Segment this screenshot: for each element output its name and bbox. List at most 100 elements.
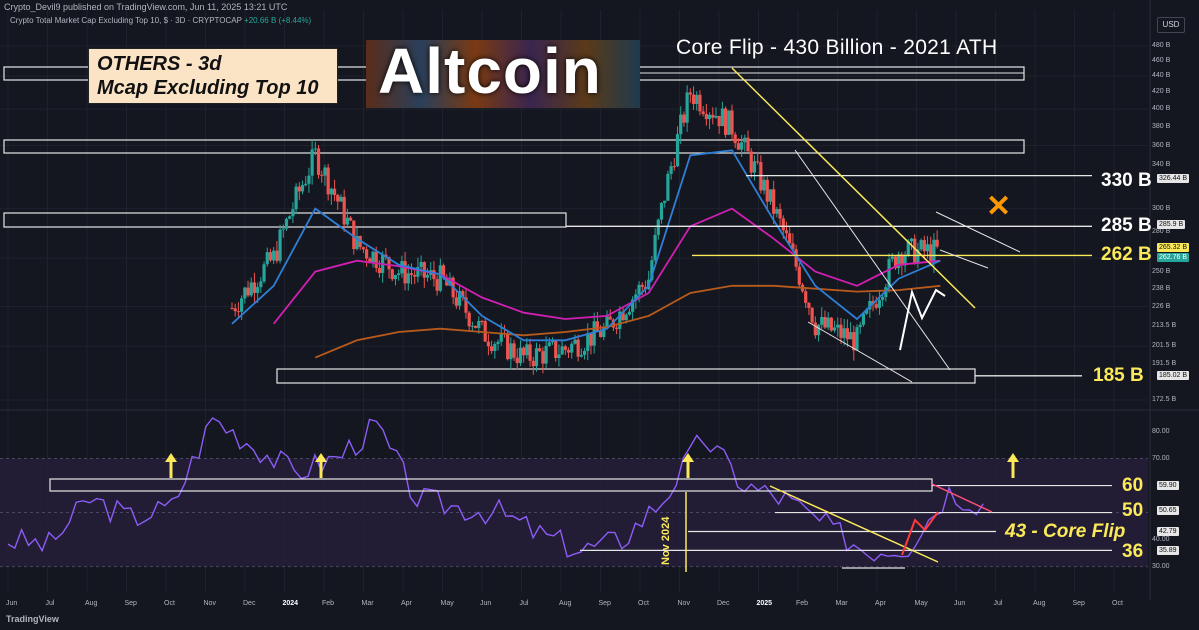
price-tick: 238 B [1152,284,1171,292]
price-tag: 262.76 B [1157,253,1190,263]
level-185-label: 185 B [1093,365,1144,386]
rsi-tick: 30.00 [1152,562,1170,570]
candle [509,343,513,360]
candle [515,357,519,364]
candle [730,110,734,135]
price-tick: 280 B [1152,228,1171,236]
candle [371,251,375,264]
tradingview-logo: TradingView [6,614,59,624]
price-tick: 420 B [1152,88,1171,96]
candle [432,270,436,280]
candle [666,173,670,201]
candle [294,186,298,210]
candle [900,254,904,266]
time-tick: May [440,600,454,607]
time-tick: Apr [875,600,886,607]
rsi-43-label: 43 - Core Flip [1005,521,1126,542]
time-tick: Nov [677,600,690,607]
time-tick: Apr [401,600,412,607]
candle [397,273,401,275]
candle [438,265,442,291]
candle [304,183,308,186]
candle [752,161,757,173]
price-tick: 460 B [1152,56,1171,64]
candle [881,297,885,300]
candle [313,148,317,150]
candle [554,340,558,359]
time-tick: Jul [993,600,1003,607]
price-tag: 265.32 B [1157,243,1190,253]
candle [409,273,414,275]
time-tick: Jul [45,600,55,607]
candle [656,219,660,235]
currency-button[interactable]: USD [1157,17,1185,33]
rsi-tag: 35.89 [1157,545,1179,555]
candle [634,294,638,300]
candle [893,256,898,269]
time-tick: Oct [638,600,649,607]
candle [563,346,567,350]
candle [365,249,369,259]
rsi-tick: 70.00 [1152,454,1170,462]
price-tick: 380 B [1152,122,1171,130]
time-tick: Feb [322,600,335,607]
candle [855,327,859,351]
candle [826,317,830,328]
candle [650,260,654,280]
candle [640,284,644,287]
trendline-wedge-top [794,149,951,371]
candle [903,255,907,266]
time-tick: Mar [361,600,374,607]
candle [467,312,471,327]
rsi-pink-trendline [931,483,993,513]
candle [256,287,260,293]
candle [832,327,837,331]
candle [374,251,378,269]
candle [291,209,295,217]
ema-fast-line [231,149,941,342]
candle [236,311,241,313]
time-tick: Feb [796,600,809,607]
candle [538,348,542,352]
up-arrow-icon [165,453,177,478]
candle [727,110,731,135]
candle [307,175,311,184]
level-330-label: 330 B [1101,170,1152,191]
rsi-tag: 59.90 [1157,480,1179,490]
candle [275,250,279,261]
candle [890,256,894,260]
candle [736,143,741,150]
altcoin-logo-text: Altcoin [378,40,602,107]
candle [762,179,766,191]
price-change: +20.66 B (+8.44%) [244,16,312,25]
others-line-1: OTHERS - 3d [97,53,222,75]
candle [804,291,808,303]
candle [461,291,465,298]
time-tick: Aug [85,600,98,607]
time-tick: Mar [835,600,848,607]
candle [570,343,574,353]
candle [368,258,372,264]
candle [675,134,680,167]
candle [720,108,724,127]
candle [316,148,321,175]
candle [691,94,696,104]
candle [297,186,301,192]
candle [829,317,833,331]
candle [284,218,289,229]
rsi-60-label: 60 [1122,475,1144,496]
candle [740,142,744,150]
candle [355,235,359,249]
candle [534,348,539,367]
rsi-tag: 42.79 [1157,527,1179,537]
candle [473,325,478,328]
ema-slow-line [314,284,941,359]
candle [919,240,923,250]
candle [845,328,849,340]
others-label-box: OTHERS - 3d Mcap Excluding Top 10 [88,48,338,104]
candle [589,333,593,346]
candle [576,339,580,357]
candle [544,345,548,364]
candle [435,279,439,291]
